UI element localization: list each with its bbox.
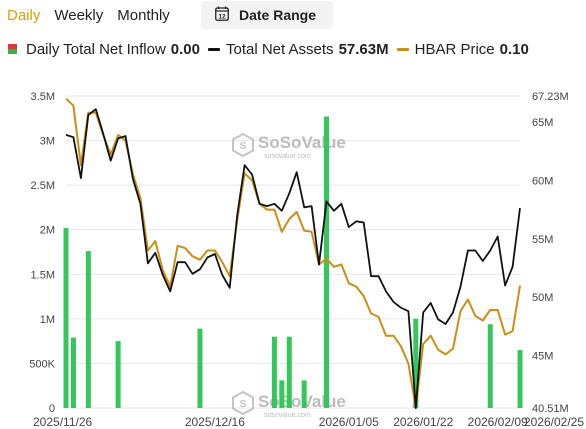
calendar-icon: 12 [215,6,229,24]
inflow-swatch-icon [8,44,17,54]
inflow-bar [487,324,493,408]
sosovalue-logo-icon-bottom: S [232,390,254,416]
legend-item-hbar-price[interactable]: HBAR Price 0.10 [396,40,529,58]
y-left-tick-label: 3.5M [31,91,55,103]
watermark-site-bottom: sosovalue.com [264,412,311,419]
inflow-bar [63,227,69,408]
x-axis-ticks: 2025/11/26 2025/12/16 2026/01/05 2026/01/22… [33,415,584,429]
inflow-bar [70,337,76,408]
period-tabs: Daily Weekly Monthly [0,0,177,30]
inflow-bar [286,336,292,408]
svg-text:S: S [240,399,247,410]
inflow-bars [63,116,523,408]
inflow-bar [197,328,203,408]
y-left-tick-label: 1.5M [31,269,55,281]
inflow-bar [517,350,523,408]
watermark-brand: SoSoValue [258,133,346,152]
inflow-bar [115,341,121,408]
watermark-top: S SoSoValue sosovalue.com [232,132,346,160]
price-swatch-icon [396,47,409,51]
tab-monthly[interactable]: Monthly [117,6,170,24]
x-tick-label: 2026/01/22 [393,415,453,429]
date-range-label: Date Range [239,7,317,23]
y-left-tick-label: 2M [40,225,55,237]
y-left-tick-label: 1M [40,314,55,326]
series-lines [65,97,521,409]
right-axis-ticks: 40.51M 45M 50M 55M 60M 65M 67.23M [532,91,569,415]
inflow-bar [271,336,277,408]
left-axis-ticks: 0 500K 1M 1.5M 2M 2.5M 3M 3.5M [29,91,55,415]
legend-value-hbar-price: 0.10 [499,40,529,58]
y-left-tick-label: 3M [40,136,55,148]
legend-item-net-inflow[interactable]: Daily Total Net Inflow 0.00 [0,41,200,58]
legend-value-net-inflow: 0.00 [170,40,200,58]
y-left-tick-label: 500K [29,358,55,370]
x-tick-label: 2026/02/25 [524,415,584,429]
inflow-bar [85,251,91,408]
watermark-site: sosovalue.com [264,153,311,160]
y-right-tick-label: 40.51M [532,403,569,415]
legend-value-net-assets: 57.63M [338,40,389,58]
y-right-tick-label: 50M [532,292,553,304]
assets-swatch-icon [208,47,220,51]
date-range-button[interactable]: 12 Date Range [201,1,333,29]
y-left-tick-label: 2.5M [31,180,55,192]
x-tick-label: 2026/01/05 [319,415,379,429]
y-right-tick-label: 45M [532,351,553,363]
inflow-bar [301,380,307,408]
y-right-tick-label: 60M [532,175,553,187]
legend-label-net-assets: Total Net Assets [226,40,334,58]
x-tick-label: 2026/02/09 [468,415,528,429]
calendar-icon-day: 12 [218,13,226,20]
tab-weekly[interactable]: Weekly [54,6,104,24]
sosovalue-logo-icon: S [232,132,254,158]
y-left-tick-label: 0 [49,403,55,415]
inflow-bar [279,380,285,408]
svg-text:S: S [240,141,247,152]
legend-label-hbar-price: HBAR Price [414,40,495,58]
y-right-tick-label: 55M [532,234,553,246]
net-assets-line [65,108,521,409]
tab-daily[interactable]: Daily [7,6,41,24]
x-tick-label: 2025/12/16 [185,415,245,429]
chart-legend: Daily Total Net Inflow 0.00 Total Net As… [0,37,537,61]
net-inflow-chart[interactable]: S SoSoValue sosovalue.com S SoSoValue so… [0,70,586,429]
inflow-bar [323,116,329,408]
legend-label-net-inflow: Daily Total Net Inflow [26,40,166,58]
inflow-bar [413,318,419,408]
y-right-tick-label: 67.23M [532,91,569,103]
x-tick-label: 2025/11/26 [33,415,92,429]
y-right-tick-label: 65M [532,117,553,129]
legend-item-net-assets[interactable]: Total Net Assets 57.63M [208,41,389,58]
